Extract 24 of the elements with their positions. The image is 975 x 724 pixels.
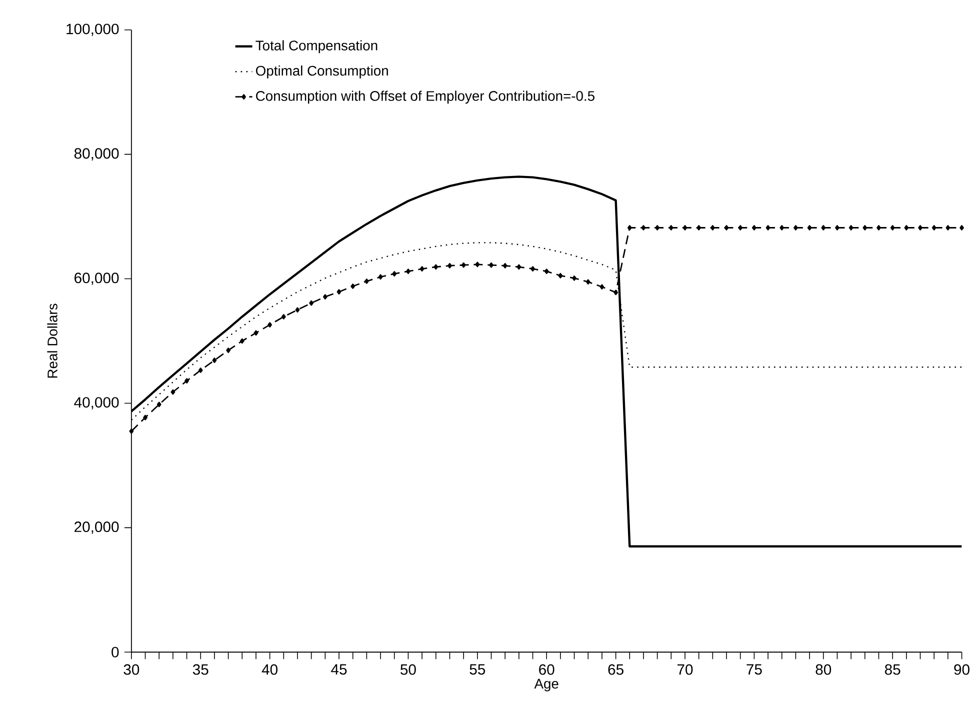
y-tick-label: 80,000 [74,148,119,161]
x-tick-label: 35 [192,664,208,675]
x-tick-label: 55 [470,664,486,675]
x-tick-label: 30 [124,664,140,675]
x-tick-label: 60 [539,664,554,675]
x-tick-label: 75 [746,664,762,675]
x-tick-label: 40 [262,664,278,675]
x-tick-label: 45 [331,664,347,675]
x-tick-label: 65 [608,664,624,675]
x-tick-label: 70 [677,664,693,675]
y-tick-label: 0 [112,646,119,658]
y-axis-title: Real Dollars [47,304,58,378]
y-tick-label: 60,000 [74,272,119,285]
legend-label: Total Compensation [256,40,378,54]
y-tick-label: 100,000 [66,24,119,36]
legend-label: Consumption with Offset of Employer Contribution=-0.5 [256,90,594,104]
x-tick-label: 85 [884,664,900,675]
y-tick-label: 40,000 [74,397,119,410]
x-tick-label: 90 [954,664,970,675]
x-axis-title: Age [534,679,558,692]
x-tick-label: 80 [816,664,832,675]
x-tick-label: 50 [400,664,416,675]
legend-label: Optimal Consumption [256,66,388,79]
y-tick-label: 20,000 [74,522,119,534]
